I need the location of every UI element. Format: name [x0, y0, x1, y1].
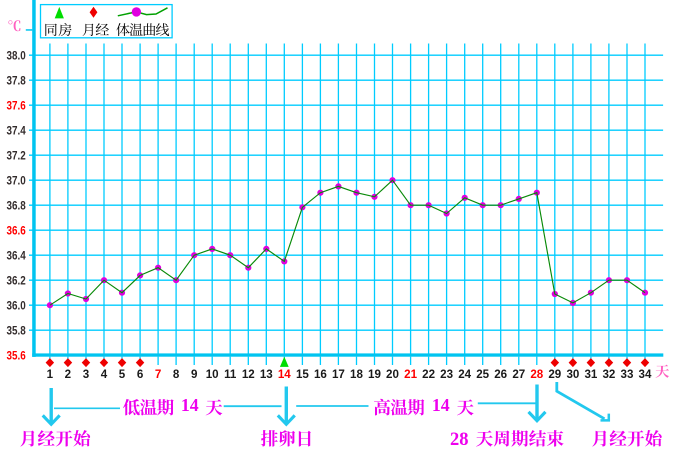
- svg-text:21: 21: [404, 368, 417, 381]
- svg-text:35.8: 35.8: [7, 324, 26, 338]
- svg-text:7: 7: [155, 368, 161, 381]
- svg-text:14: 14: [432, 395, 450, 415]
- svg-text:35.6: 35.6: [7, 349, 26, 363]
- svg-text:34: 34: [639, 368, 652, 381]
- svg-text:2: 2: [65, 368, 71, 381]
- svg-text:28: 28: [450, 430, 469, 450]
- svg-text:16: 16: [314, 368, 327, 381]
- svg-text:1: 1: [47, 368, 54, 381]
- svg-text:37.4: 37.4: [7, 124, 26, 138]
- svg-text:3: 3: [83, 368, 90, 381]
- svg-text:15: 15: [296, 368, 309, 381]
- svg-text:33: 33: [621, 368, 634, 381]
- svg-text:37.2: 37.2: [7, 149, 26, 163]
- svg-text:36.4: 36.4: [7, 249, 26, 263]
- svg-text:5: 5: [119, 368, 126, 381]
- svg-text:17: 17: [332, 368, 345, 381]
- svg-text:36.8: 36.8: [7, 199, 26, 213]
- svg-text:36.2: 36.2: [7, 274, 26, 288]
- svg-text:37.8: 37.8: [7, 74, 26, 88]
- svg-text:27: 27: [512, 368, 525, 381]
- svg-text:37.0: 37.0: [7, 174, 26, 188]
- svg-text:29: 29: [548, 368, 561, 381]
- svg-text:18: 18: [350, 368, 363, 381]
- svg-text:37.6: 37.6: [7, 99, 26, 113]
- svg-text:11: 11: [224, 368, 237, 381]
- svg-text:10: 10: [206, 368, 219, 381]
- svg-text:24: 24: [458, 368, 471, 381]
- svg-text:25: 25: [476, 368, 489, 381]
- svg-text:6: 6: [137, 368, 144, 381]
- svg-text:19: 19: [368, 368, 381, 381]
- svg-text:38.0: 38.0: [7, 49, 26, 63]
- svg-text:9: 9: [191, 368, 198, 381]
- svg-text:20: 20: [386, 368, 399, 381]
- svg-text:28: 28: [530, 368, 543, 381]
- svg-text:14: 14: [278, 368, 291, 381]
- svg-text:32: 32: [602, 368, 615, 381]
- svg-text:13: 13: [260, 368, 273, 381]
- svg-text:31: 31: [584, 368, 597, 381]
- svg-text:12: 12: [242, 368, 255, 381]
- svg-text:4: 4: [101, 368, 108, 381]
- svg-text:22: 22: [422, 368, 435, 381]
- svg-text:23: 23: [440, 368, 453, 381]
- svg-text:26: 26: [494, 368, 507, 381]
- svg-text:36.0: 36.0: [7, 299, 26, 313]
- svg-text:14: 14: [181, 395, 199, 415]
- svg-text:8: 8: [173, 368, 180, 381]
- svg-text:30: 30: [566, 368, 579, 381]
- svg-text:36.6: 36.6: [7, 224, 26, 238]
